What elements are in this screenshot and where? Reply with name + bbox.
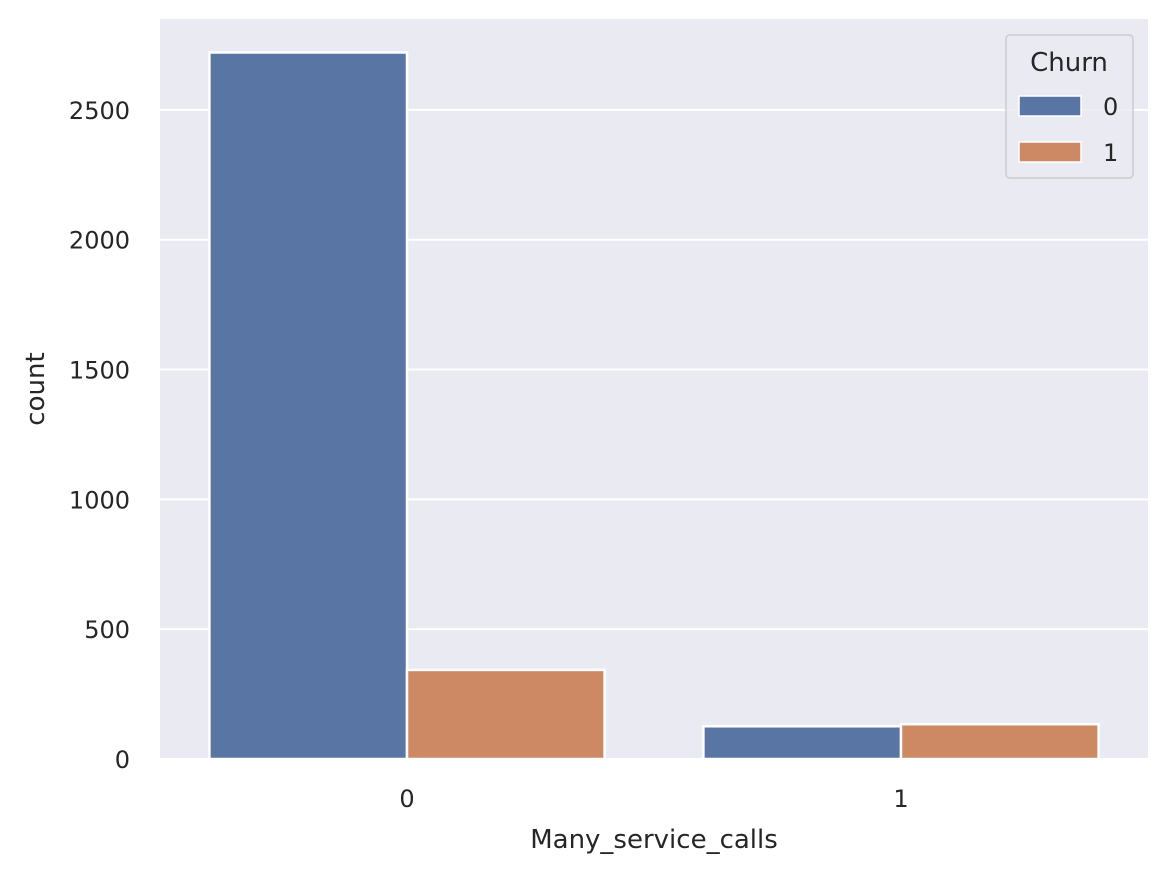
legend-label: 1 bbox=[1103, 139, 1118, 167]
y-tick-label: 0 bbox=[115, 746, 130, 774]
bar-series-1-category-1 bbox=[899, 722, 1100, 761]
y-tick-labels: 0 500 1000 1500 2000 2500 bbox=[69, 97, 130, 774]
legend: Churn 0 1 bbox=[1005, 34, 1134, 179]
y-tick-label: 2000 bbox=[69, 227, 130, 255]
bar-series-1-category-0 bbox=[405, 668, 606, 761]
bars bbox=[208, 51, 1100, 761]
y-tick-label: 1500 bbox=[69, 357, 130, 385]
y-axis-label: count bbox=[21, 352, 51, 425]
y-tick-label: 500 bbox=[84, 616, 130, 644]
y-tick-label: 2500 bbox=[69, 97, 130, 125]
x-tick-label: 0 bbox=[399, 785, 414, 813]
bar-series-0-category-1 bbox=[702, 725, 903, 761]
legend-title: Churn bbox=[1030, 48, 1108, 78]
y-tick-label: 1000 bbox=[69, 486, 130, 514]
legend-swatch bbox=[1018, 141, 1082, 163]
bar-series-0-category-0 bbox=[208, 51, 409, 761]
legend-label: 0 bbox=[1103, 93, 1118, 121]
x-axis-label: Many_service_calls bbox=[530, 825, 778, 855]
x-tick-label: 1 bbox=[893, 785, 908, 813]
legend-swatch bbox=[1018, 95, 1082, 117]
